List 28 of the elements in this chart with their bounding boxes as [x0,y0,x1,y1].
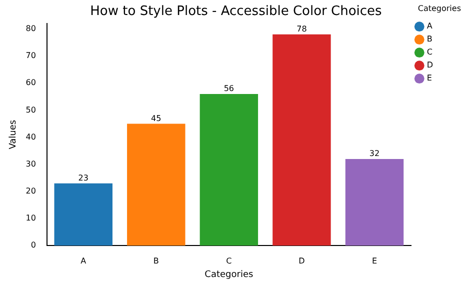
x-tick-label: B [153,256,159,266]
x-tick-label: D [298,256,305,266]
y-tick-label: 70 [26,51,36,60]
x-axis-title: Categories [204,270,254,280]
y-tick-label: 40 [26,132,36,142]
data-label: 45 [151,114,162,123]
x-tick-label: E [372,256,378,266]
legend-label: A [426,22,433,31]
legend-label: E [426,74,432,83]
y-tick-label: 10 [26,214,36,223]
legend-title: Categories [418,4,461,14]
legend-label: D [426,60,434,70]
chart-title: How to Style Plots - Accessible Color Choices [90,4,382,20]
x-tick-label: C [226,256,232,266]
y-tick-label: 20 [26,186,36,196]
data-label: 78 [296,24,307,34]
x-tick-label: A [80,256,87,266]
y-tick-label: 60 [26,78,36,88]
legend-label: C [426,48,433,57]
data-label: 56 [224,84,234,94]
y-tick-label: 30 [26,159,36,168]
y-axis-title: Values [8,120,19,150]
data-label: 32 [369,149,380,158]
y-tick-label: 0 [30,240,36,250]
y-tick-label: 80 [26,24,36,34]
legend-label: B [426,34,432,44]
data-label: 23 [78,173,88,182]
y-tick-label: 50 [26,105,36,114]
